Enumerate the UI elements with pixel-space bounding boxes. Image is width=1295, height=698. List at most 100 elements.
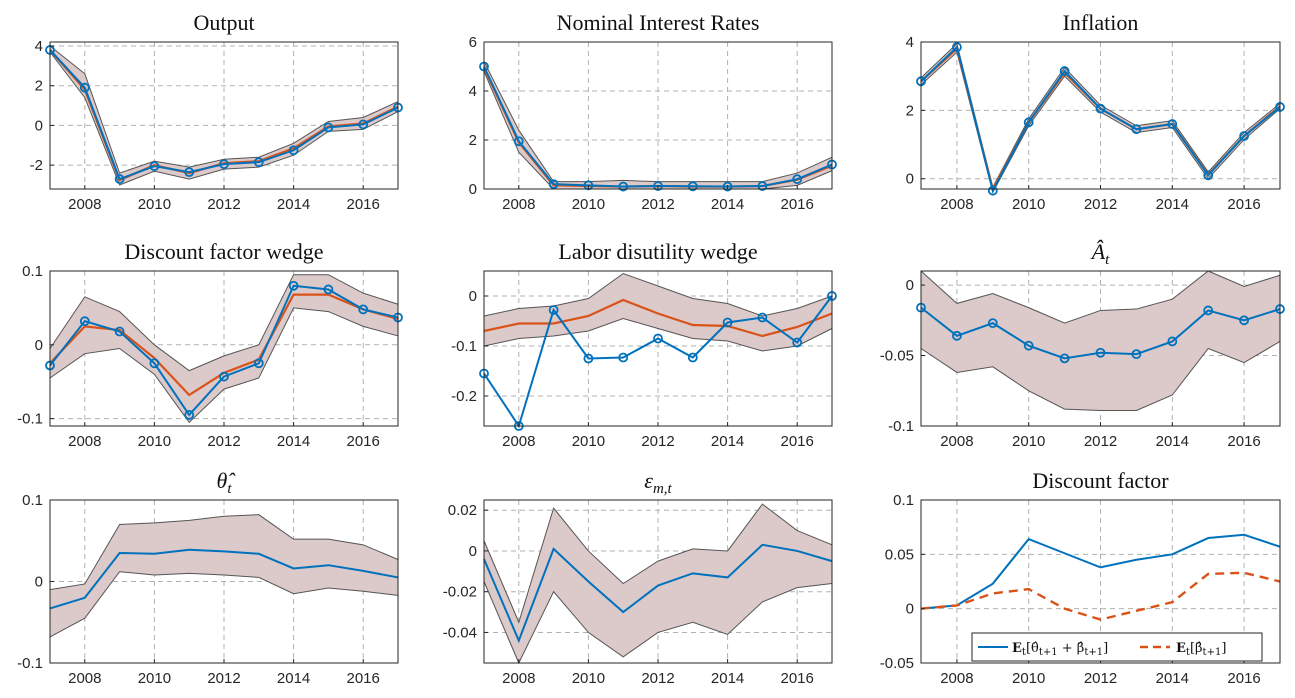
y-tick-label: 0 [35, 117, 43, 134]
x-tick-label: 2010 [138, 196, 171, 213]
data-point-marker [722, 317, 733, 328]
data-point-marker [149, 161, 160, 172]
x-tick-label: 2016 [781, 196, 814, 213]
series-line-model [49, 49, 399, 181]
data-point-marker [722, 181, 733, 192]
data-point-marker [618, 181, 629, 192]
data-point-marker [653, 181, 663, 191]
data-point-marker [618, 352, 629, 363]
series-line-median [483, 298, 833, 338]
x-tick-label: 2014 [711, 196, 744, 213]
series-line-model [920, 45, 1281, 194]
data-point-marker [548, 305, 559, 315]
y-tick-label: 6 [469, 34, 477, 51]
data-point-marker [1239, 131, 1249, 141]
series-line-s1 [920, 571, 1281, 621]
data-point-marker [1023, 340, 1034, 351]
panel-title: Discount factor wedge [124, 239, 323, 264]
panel-title: θ̂t [217, 468, 237, 497]
x-tick-label: 2008 [68, 433, 101, 450]
band-upper-edge [920, 270, 1281, 324]
band-lower-edge [49, 51, 399, 186]
x-tick-label: 2008 [940, 196, 973, 213]
panel-title: εm,t [644, 468, 672, 497]
y-tick-label: -2 [30, 157, 43, 174]
y-tick-label: -0.05 [880, 655, 914, 672]
data-point-marker [79, 82, 90, 93]
data-point-marker [323, 284, 334, 295]
series-line-model [483, 543, 833, 644]
chart-panel-8: 2008 2010 2012 2014 2016 -0.04 -0.02 0 0.02 εm,t [443, 468, 833, 687]
y-tick-label: 0 [35, 574, 43, 591]
band-upper-edge [483, 272, 833, 317]
x-tick-label: 2014 [277, 670, 310, 687]
y-tick-label: 0 [469, 543, 477, 560]
chart-panel-2: 2008 2010 2012 2014 2016 0 2 4 6 Nominal Interest… [469, 10, 837, 213]
band-lower-edge [483, 317, 833, 352]
x-tick-label: 2016 [781, 670, 814, 687]
band-upper-edge [49, 274, 399, 372]
data-point-marker [358, 119, 369, 130]
data-point-marker [79, 316, 90, 327]
series-line-model [483, 295, 833, 429]
x-tick-label: 2014 [1156, 670, 1189, 687]
data-point-marker [219, 371, 229, 382]
confidence-band [484, 61, 832, 189]
x-tick-label: 2008 [502, 196, 535, 213]
data-point-marker [253, 157, 264, 168]
x-tick-label: 2014 [277, 433, 310, 450]
chart-panel-1: 2008 2010 2012 2014 2016 -2 0 2 4 Output [30, 10, 403, 213]
legend: Et[θ̂t+1 + β̂t+1] Et[β̂t+1] [971, 632, 1263, 662]
panel-title: Output [193, 10, 254, 35]
y-tick-label: -0.04 [443, 624, 477, 641]
confidence-band [921, 271, 1280, 411]
data-point-marker [1203, 170, 1214, 181]
x-tick-label: 2010 [572, 670, 605, 687]
data-point-marker [323, 122, 334, 133]
panel-title: Labor disutility wedge [558, 239, 757, 264]
band-lower-edge [49, 571, 399, 638]
x-tick-label: 2012 [1084, 433, 1117, 450]
data-point-marker [288, 280, 299, 291]
band-upper-edge [483, 503, 833, 624]
y-tick-label: 0 [906, 171, 914, 188]
x-tick-label: 2012 [207, 196, 240, 213]
y-tick-label: 0.1 [22, 263, 43, 280]
panel-title: Nominal Interest Rates [557, 10, 760, 35]
x-tick-label: 2008 [502, 670, 535, 687]
x-tick-label: 2016 [1227, 433, 1260, 450]
y-tick-label: 0 [906, 277, 914, 294]
data-point-marker [184, 167, 195, 178]
data-point-marker [1239, 315, 1249, 326]
x-tick-label: 2010 [572, 196, 605, 213]
data-point-marker [184, 410, 195, 420]
data-point-marker [1059, 353, 1070, 364]
band-lower-edge [49, 307, 399, 424]
legend-label: Et[β̂t+1] [1176, 641, 1226, 658]
x-tick-label: 2008 [68, 196, 101, 213]
y-tick-label: -0.02 [443, 584, 477, 601]
panel-title: Discount factor [1032, 468, 1169, 493]
data-point-marker [288, 145, 299, 156]
data-point-marker [792, 337, 803, 348]
confidence-band [484, 504, 832, 663]
panel-title: Inflation [1063, 10, 1139, 35]
data-point-marker [952, 330, 962, 341]
y-tick-label: 4 [906, 34, 914, 51]
data-point-marker [687, 352, 698, 363]
y-tick-label: -0.1 [451, 338, 477, 355]
x-tick-label: 2010 [138, 433, 171, 450]
y-tick-label: 4 [469, 83, 477, 100]
data-point-marker [1095, 103, 1106, 114]
x-tick-label: 2014 [711, 433, 744, 450]
data-point-marker [1131, 349, 1142, 360]
data-point-marker [253, 358, 264, 369]
series-line-s0 [920, 533, 1281, 610]
data-point-marker [1095, 347, 1106, 358]
y-tick-label: 0 [906, 601, 914, 618]
x-tick-label: 2012 [641, 433, 674, 450]
y-tick-label: -0.1 [17, 655, 43, 672]
x-tick-label: 2016 [781, 433, 814, 450]
x-tick-label: 2014 [1156, 433, 1189, 450]
